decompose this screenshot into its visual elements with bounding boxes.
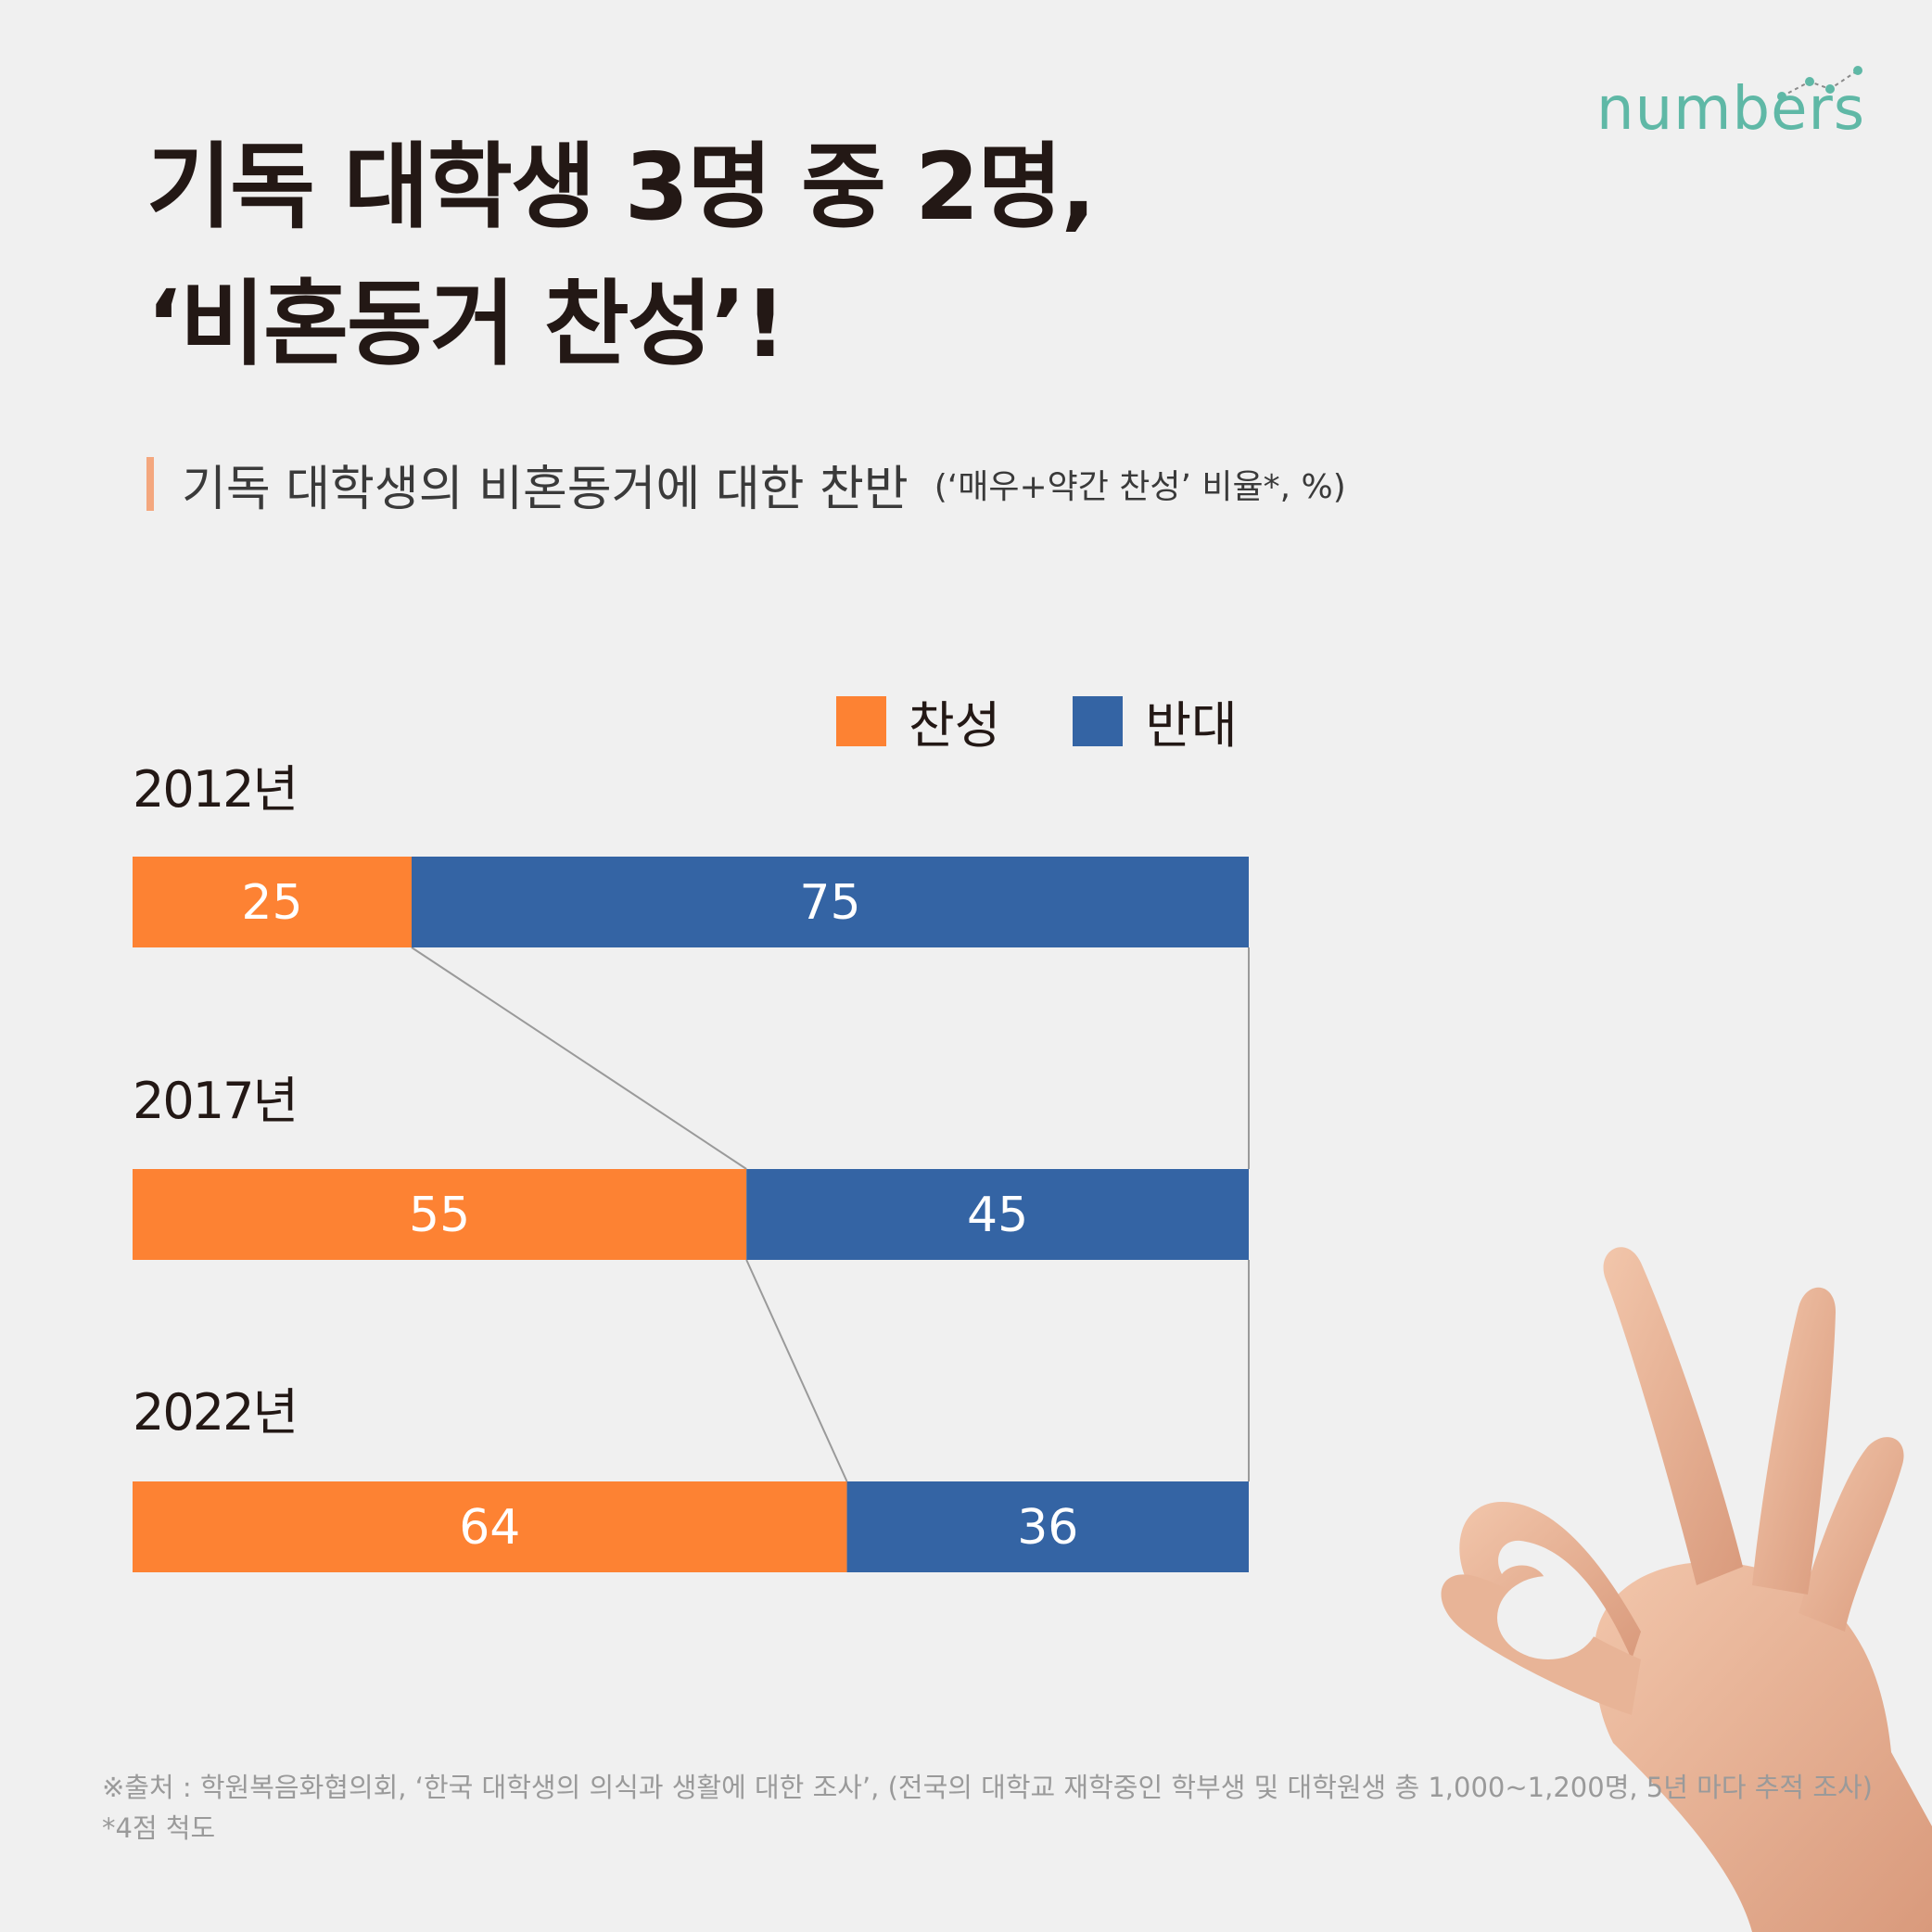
numbers-logo: numbers <box>1596 65 1867 148</box>
legend-item-agree: 찬성 <box>836 684 1000 757</box>
year-label: 2017년 <box>133 1072 297 1130</box>
page-title: 기독 대학생 3명 중 2명, ‘비혼동거 찬성’! <box>146 119 1096 393</box>
bar-disagree <box>746 1169 1249 1260</box>
subtitle-note: (‘매우+약간 찬성’ 비율*, %) <box>934 468 1346 506</box>
legend-label-agree: 찬성 <box>909 696 1001 755</box>
chart-legend: 찬성 반대 <box>836 684 1310 757</box>
year-label: 2022년 <box>133 1383 297 1442</box>
bar-value-label: 55 <box>409 1188 470 1243</box>
bar-disagree <box>412 857 1249 947</box>
ok-hand-gesture-image <box>1441 1247 1932 1932</box>
bar-value-label: 36 <box>1017 1500 1078 1556</box>
legend-item-disagree: 반대 <box>1073 684 1238 757</box>
title-line-1: 기독 대학생 3명 중 2명, <box>146 133 1096 241</box>
bar-disagree <box>846 1481 1249 1572</box>
title-line-2: ‘비혼동거 찬성’! <box>146 270 786 378</box>
bar-value-label: 64 <box>459 1500 520 1556</box>
logo-dots-icon <box>1777 66 1862 101</box>
bar-value-label: 25 <box>241 875 302 931</box>
legend-swatch-disagree <box>1073 695 1124 746</box>
chart-footer: ※출처 : 학원복음화협의회, ‘한국 대학생의 의식과 생활에 대한 조사’,… <box>102 1767 1873 1849</box>
bar-value-label: 75 <box>799 875 860 931</box>
footer-scale-note: *4점 척도 <box>102 1812 216 1844</box>
bar-agree <box>133 1169 747 1260</box>
connector-line <box>745 1259 848 1482</box>
legend-swatch-agree <box>836 695 886 746</box>
bar-agree <box>133 857 412 947</box>
footer-source: ※출처 : 학원복음화협의회, ‘한국 대학생의 의식과 생활에 대한 조사’,… <box>102 1772 1873 1803</box>
subtitle-main: 기독 대학생의 비혼동거에 대한 찬반 <box>182 461 909 517</box>
bar-value-label: 45 <box>967 1188 1028 1243</box>
legend-label-disagree: 반대 <box>1145 696 1238 755</box>
logo-text: numbers <box>1596 75 1866 144</box>
connector-line <box>411 947 747 1170</box>
chart-subtitle: 기독 대학생의 비혼동거에 대한 찬반 (‘매우+약간 찬성’ 비율*, %) <box>146 456 1346 517</box>
year-label: 2012년 <box>133 760 297 819</box>
subtitle-accent-bar <box>146 457 154 511</box>
bar-agree <box>133 1481 847 1572</box>
